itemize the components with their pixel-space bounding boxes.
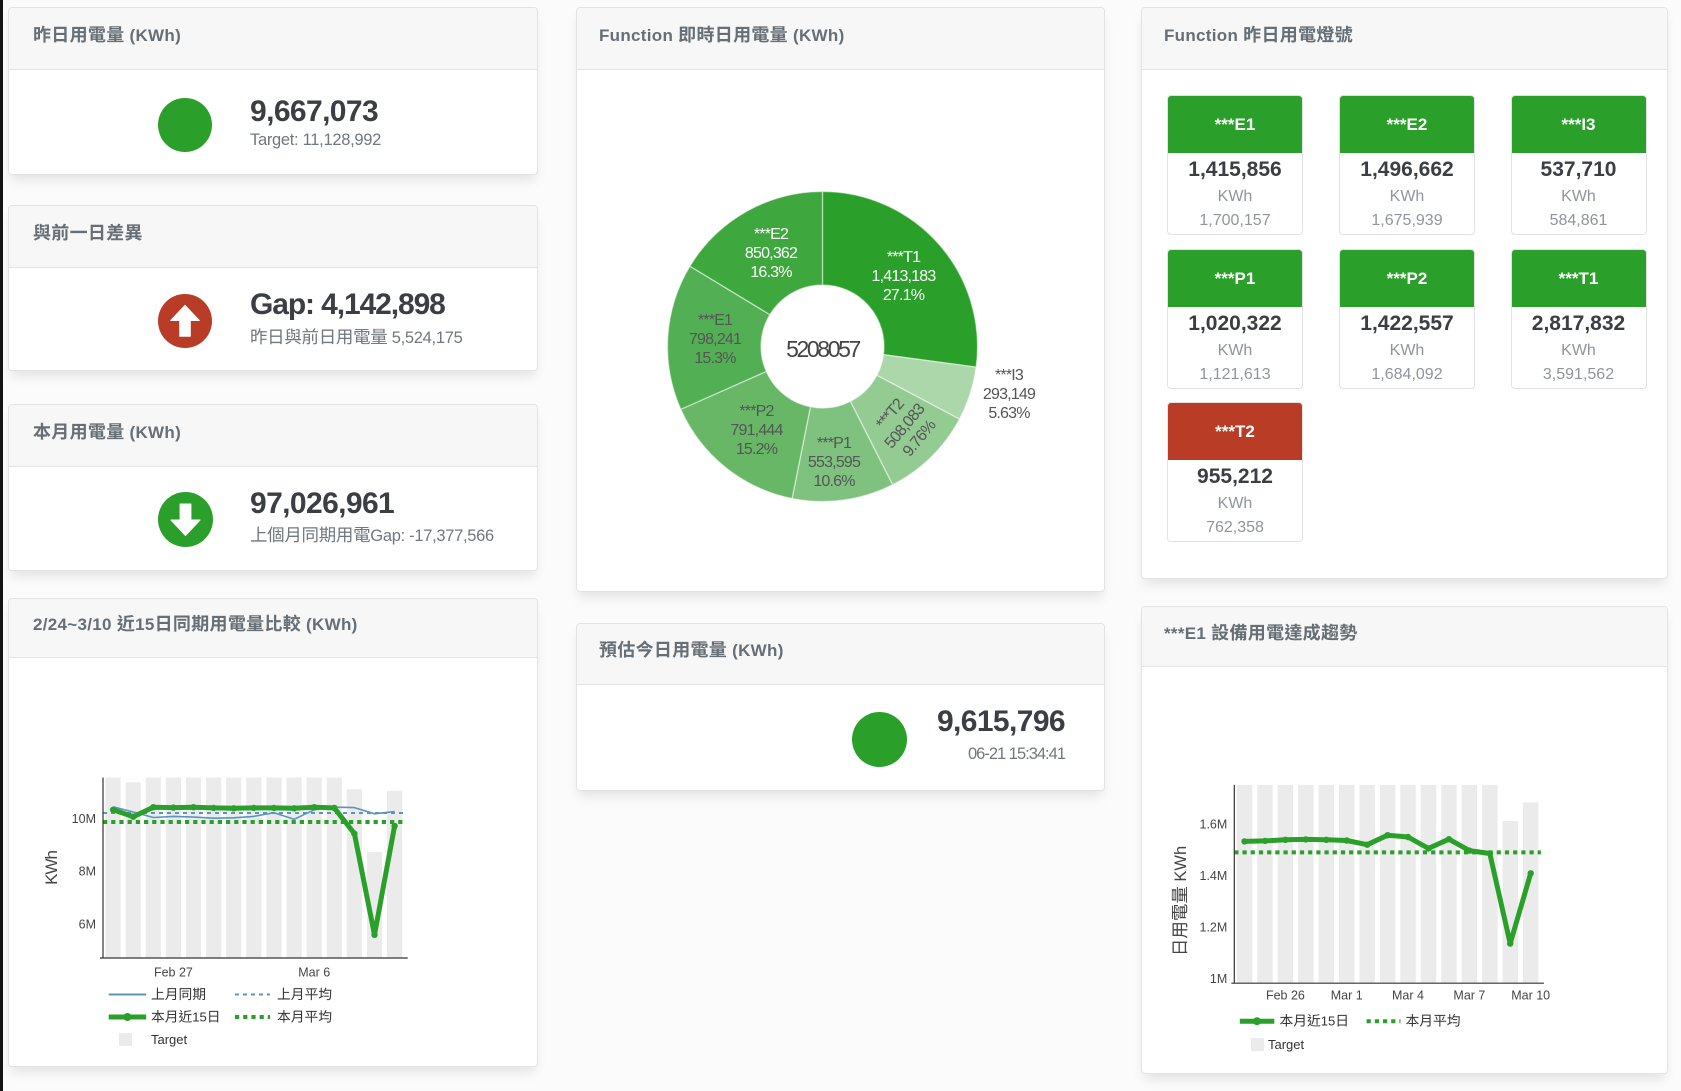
svg-text:上月平均: 上月平均 xyxy=(277,987,332,1002)
svg-text:Feb 26: Feb 26 xyxy=(1266,989,1305,1003)
svg-text:Mar 7: Mar 7 xyxy=(1453,989,1485,1003)
svg-text:Feb 27: Feb 27 xyxy=(154,966,193,980)
svg-text:1M: 1M xyxy=(1210,972,1227,986)
svg-text:本月近15日: 本月近15日 xyxy=(1280,1014,1350,1029)
svg-text:本月平均: 本月平均 xyxy=(1406,1014,1461,1029)
svg-text:Mar 6: Mar 6 xyxy=(298,966,330,980)
svg-text:本月近15日: 本月近15日 xyxy=(151,1010,221,1025)
svg-text:本月平均: 本月平均 xyxy=(277,1010,332,1025)
svg-text:KWh: KWh xyxy=(42,851,61,885)
svg-text:6M: 6M xyxy=(79,918,96,932)
svg-text:10M: 10M xyxy=(72,812,96,826)
svg-text:上月同期: 上月同期 xyxy=(151,987,206,1002)
svg-text:Target: Target xyxy=(151,1032,188,1047)
svg-text:Mar 4: Mar 4 xyxy=(1392,989,1424,1003)
svg-text:Mar 1: Mar 1 xyxy=(1331,989,1363,1003)
svg-text:1.4M: 1.4M xyxy=(1200,869,1228,883)
svg-text:Target: Target xyxy=(1268,1037,1305,1052)
svg-text:1.2M: 1.2M xyxy=(1200,921,1228,935)
svg-text:1.6M: 1.6M xyxy=(1200,817,1228,831)
svg-text:日用電量 KWh: 日用電量 KWh xyxy=(1171,846,1190,956)
svg-text:Mar 10: Mar 10 xyxy=(1511,989,1550,1003)
svg-text:8M: 8M xyxy=(79,865,96,879)
